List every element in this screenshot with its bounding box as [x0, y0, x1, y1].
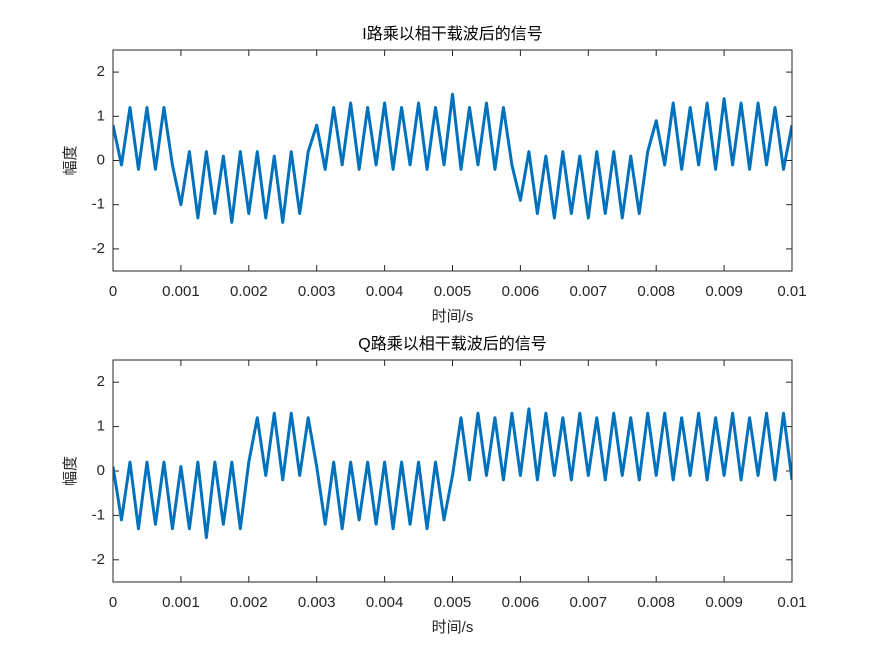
- y-tick-label: -2: [92, 551, 105, 568]
- axes-box: [112, 49, 793, 272]
- plot-clip: [113, 92, 792, 224]
- x-tick-label: 0.007: [570, 283, 608, 300]
- y-axis-label: 幅度: [62, 145, 79, 175]
- chart-title: I路乘以相干载波后的信号: [362, 25, 542, 43]
- y-tick-label: 1: [97, 418, 105, 435]
- y-tick-label: 0: [97, 462, 105, 479]
- x-tick-label: 0.001: [162, 283, 200, 300]
- x-tick-label: 0.01: [777, 283, 806, 300]
- y-axis-label: 幅度: [62, 456, 79, 486]
- signal-line: [113, 92, 792, 224]
- axes-box: [112, 359, 793, 583]
- plot-area: [113, 50, 792, 271]
- x-tick-label: 0.005: [434, 283, 472, 300]
- y-tick-label: -2: [92, 240, 105, 257]
- x-axis-label: 时间/s: [432, 619, 474, 636]
- y-tick-label: 2: [97, 373, 105, 390]
- x-tick-label: 0.008: [637, 283, 675, 300]
- y-tick-label: 1: [97, 107, 105, 124]
- x-tick-label: 0.006: [502, 283, 540, 300]
- y-tick-label: -1: [92, 196, 105, 213]
- x-tick-label: 0.006: [502, 594, 540, 611]
- x-tick-label: 0.003: [298, 283, 336, 300]
- y-tick-label: -1: [92, 506, 105, 523]
- chart-title: Q路乘以相干载波后的信号: [358, 335, 546, 353]
- y-tick-label: 0: [97, 151, 105, 168]
- signal-line: [113, 407, 792, 540]
- y-tick-label: 2: [97, 63, 105, 80]
- x-tick-label: 0: [109, 283, 117, 300]
- x-tick-label: 0.004: [366, 594, 404, 611]
- x-tick-label: 0: [109, 594, 117, 611]
- plot-clip: [113, 407, 792, 540]
- x-tick-label: 0.002: [230, 283, 268, 300]
- x-tick-label: 0.008: [637, 594, 675, 611]
- x-axis-label: 时间/s: [432, 308, 474, 325]
- x-tick-label: 0.009: [705, 594, 743, 611]
- x-tick-label: 0.004: [366, 283, 404, 300]
- x-tick-label: 0.007: [570, 594, 608, 611]
- x-tick-label: 0.002: [230, 594, 268, 611]
- x-tick-label: 0.001: [162, 594, 200, 611]
- x-tick-label: 0.01: [777, 594, 806, 611]
- x-tick-label: 0.009: [705, 283, 743, 300]
- x-tick-label: 0.003: [298, 594, 336, 611]
- x-tick-label: 0.005: [434, 594, 472, 611]
